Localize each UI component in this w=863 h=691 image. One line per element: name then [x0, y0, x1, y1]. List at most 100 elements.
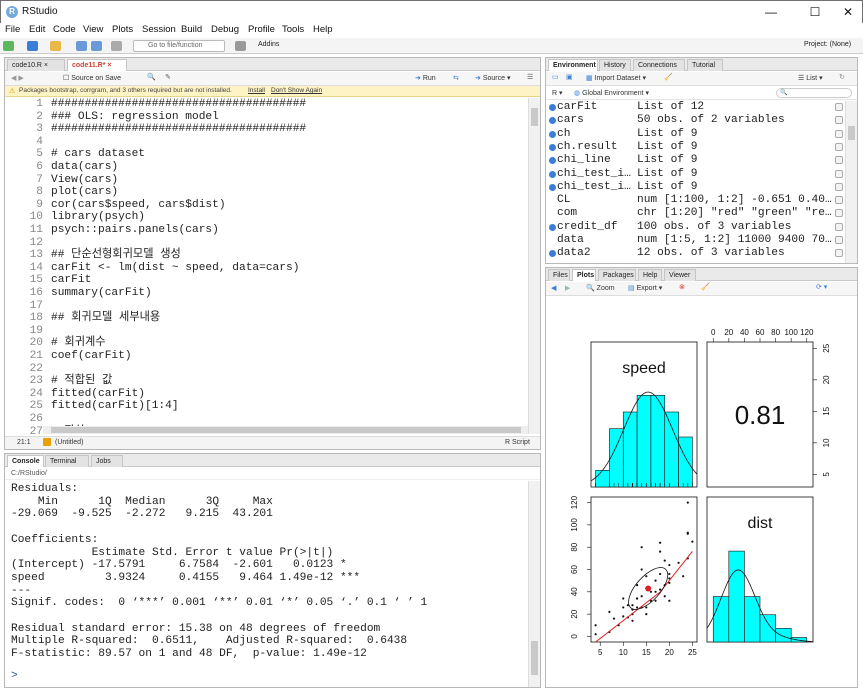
- env-row[interactable]: data num [1:5, 1:2] 11000 9400 70…: [546, 234, 843, 247]
- view-table-icon[interactable]: [835, 116, 843, 125]
- tab-jobs[interactable]: Jobs: [91, 455, 123, 467]
- addins-menu[interactable]: Addins: [258, 41, 280, 48]
- menu-tools[interactable]: Tools: [282, 24, 305, 35]
- scope-environment-selector[interactable]: ◍ Global Environment ▾: [574, 90, 650, 97]
- expand-icon[interactable]: [549, 104, 556, 111]
- tab-environment[interactable]: Environment: [548, 59, 598, 71]
- view-table-icon[interactable]: [835, 222, 843, 231]
- console-scroll-thumb[interactable]: [531, 641, 538, 675]
- console-output[interactable]: Residuals: Min 1Q Median 3Q Max -29.069 …: [11, 483, 427, 674]
- import-dataset-button[interactable]: ▦ Import Dataset ▾: [586, 75, 646, 82]
- next-plot-icon[interactable]: ▶: [565, 285, 571, 292]
- dont-show-link[interactable]: Don't Show Again: [271, 87, 323, 94]
- tab-code11[interactable]: code11.R* ×: [67, 59, 127, 71]
- broom-icon[interactable]: 🧹: [664, 74, 673, 81]
- env-row[interactable]: chi_test_i… List of 9: [546, 168, 843, 181]
- env-row[interactable]: data2 12 obs. of 3 variables: [546, 247, 843, 260]
- console-scrollbar[interactable]: [528, 481, 540, 687]
- view-table-icon[interactable]: [835, 142, 843, 151]
- env-row[interactable]: ch List of 9: [546, 128, 843, 141]
- grid-icon[interactable]: [835, 209, 843, 218]
- tab-connections[interactable]: Connections: [633, 59, 685, 71]
- grid-layout-icon[interactable]: [235, 41, 246, 51]
- env-row[interactable]: CL num [1:100, 1:2] -0.651 0.40…: [546, 194, 843, 207]
- expand-icon[interactable]: [549, 250, 556, 258]
- zoom-button[interactable]: 🔍 Zoom: [586, 285, 615, 292]
- env-scrollbar[interactable]: [845, 101, 857, 263]
- export-button[interactable]: ▤ Export ▾: [628, 285, 663, 292]
- expand-icon[interactable]: [549, 170, 556, 178]
- close-button[interactable]: ✕: [842, 5, 854, 19]
- env-row[interactable]: carFit List of 12: [546, 101, 843, 114]
- editor-hscroll-thumb[interactable]: [51, 427, 521, 433]
- menu-view[interactable]: View: [83, 24, 104, 35]
- menu-code[interactable]: Code: [53, 24, 76, 35]
- back-arrow-icon[interactable]: ◀ ▶: [11, 75, 24, 82]
- tab-help[interactable]: Help: [638, 269, 662, 281]
- minimize-button[interactable]: —: [765, 5, 777, 19]
- env-row[interactable]: ch.result List of 9: [546, 141, 843, 154]
- view-table-icon[interactable]: [835, 156, 843, 165]
- env-row[interactable]: credit_df 100 obs. of 3 variables: [546, 221, 843, 234]
- tab-files[interactable]: Files: [548, 269, 570, 281]
- env-row[interactable]: com chr [1:20] "red" "green" "re…: [546, 207, 843, 220]
- expand-icon[interactable]: [549, 183, 556, 191]
- tab-viewer[interactable]: Viewer: [664, 269, 696, 281]
- menu-plots[interactable]: Plots: [112, 24, 134, 35]
- env-row[interactable]: chi_line List of 9: [546, 154, 843, 167]
- new-file-icon[interactable]: [3, 41, 14, 51]
- expand-icon[interactable]: [549, 143, 556, 151]
- view-table-icon[interactable]: [835, 182, 843, 191]
- list-view-selector[interactable]: ☰ List ▾: [798, 75, 823, 82]
- tab-packages[interactable]: Packages: [598, 269, 636, 281]
- menu-file[interactable]: File: [5, 24, 21, 35]
- language-selector[interactable]: R ▾: [552, 90, 563, 97]
- tab-tutorial[interactable]: Tutorial: [687, 59, 723, 71]
- refresh-icon[interactable]: ↻: [839, 74, 845, 81]
- scope-selector[interactable]: (Untitled): [55, 439, 84, 446]
- tab-history[interactable]: History: [599, 59, 631, 71]
- editor-hscrollbar[interactable]: [43, 426, 528, 434]
- view-table-icon[interactable]: [835, 169, 843, 178]
- prev-plot-icon[interactable]: ◀: [551, 285, 557, 292]
- print-icon[interactable]: [111, 41, 122, 51]
- tab-console[interactable]: Console: [7, 455, 44, 467]
- outline-icon[interactable]: ☰: [527, 74, 534, 81]
- grid-icon[interactable]: [835, 236, 843, 244]
- goto-file-input[interactable]: Go to file/function: [133, 40, 225, 52]
- env-row[interactable]: cars 50 obs. of 2 variables: [546, 114, 843, 127]
- run-button[interactable]: ➜ Run: [415, 75, 436, 82]
- expand-icon[interactable]: [549, 117, 556, 125]
- wand-icon[interactable]: ✎: [165, 74, 171, 81]
- save-env-icon[interactable]: ▣: [566, 74, 573, 81]
- install-link[interactable]: Install: [248, 87, 265, 94]
- view-table-icon[interactable]: [835, 103, 843, 111]
- view-table-icon[interactable]: [835, 249, 843, 258]
- rerun-icon[interactable]: ⇆: [453, 75, 459, 82]
- expand-icon[interactable]: [549, 223, 556, 231]
- save-icon[interactable]: [76, 41, 87, 51]
- console-prompt[interactable]: >: [11, 670, 18, 682]
- code-editor[interactable]: 1 ###################################### 2…: [5, 98, 528, 434]
- search-icon[interactable]: 🔍: [147, 74, 156, 81]
- tab-terminal[interactable]: Terminal: [45, 455, 89, 467]
- env-scroll-thumb[interactable]: [848, 126, 855, 140]
- menu-session[interactable]: Session: [142, 24, 176, 35]
- file-type-selector[interactable]: R Script: [505, 439, 530, 446]
- menu-debug[interactable]: Debug: [211, 24, 239, 35]
- tab-code10[interactable]: code10.R ×: [7, 59, 65, 71]
- save-all-icon[interactable]: [91, 41, 102, 51]
- view-table-icon[interactable]: [835, 129, 843, 138]
- env-search-input[interactable]: 🔍: [776, 88, 852, 98]
- grid-icon[interactable]: [835, 196, 843, 205]
- env-row[interactable]: chi_test_i… List of 9: [546, 181, 843, 194]
- menu-help[interactable]: Help: [313, 24, 333, 35]
- tab-plots[interactable]: Plots: [572, 269, 596, 281]
- clear-plots-icon[interactable]: 🧹: [701, 284, 710, 291]
- remove-plot-icon[interactable]: ⊗: [679, 284, 685, 291]
- expand-icon[interactable]: [549, 157, 556, 165]
- editor-scrollbar[interactable]: [528, 98, 540, 434]
- project-menu[interactable]: Project: (None): [804, 41, 852, 48]
- source-button[interactable]: ➜ Source ▾: [475, 75, 511, 82]
- menu-profile[interactable]: Profile: [248, 24, 275, 35]
